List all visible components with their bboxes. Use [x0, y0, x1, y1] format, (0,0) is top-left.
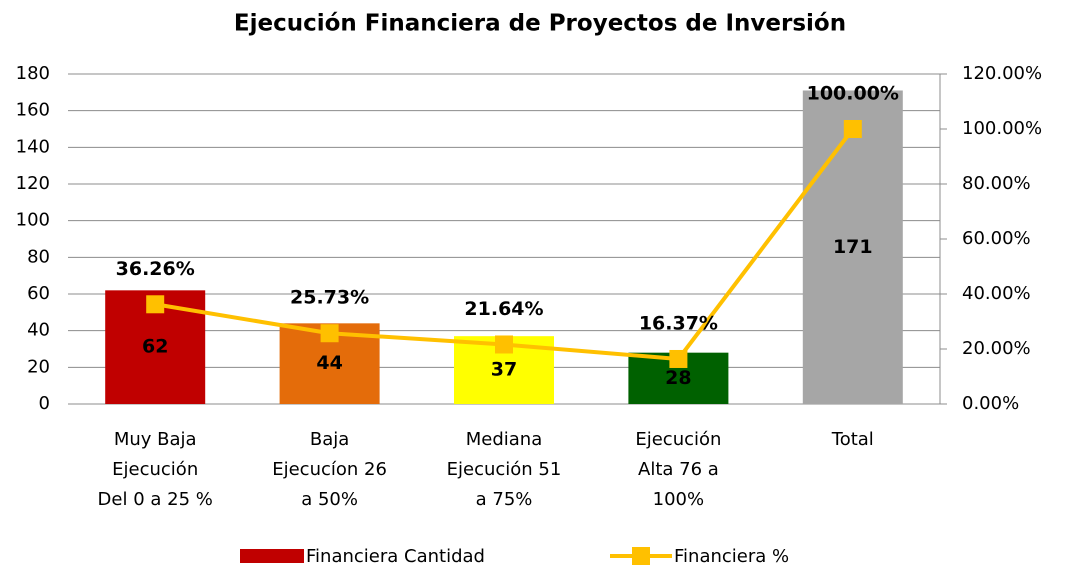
bar: [802, 90, 903, 404]
legend-swatch: [240, 549, 304, 563]
x-tick-line: Ejecución: [635, 429, 721, 450]
line-marker: [843, 120, 862, 138]
y-tick-label: 160: [16, 100, 50, 121]
x-tick-line: 100%: [653, 489, 704, 510]
y2-tick-label: 20.00%: [962, 338, 1031, 359]
x-tick-label: Ejecución Alta 76 a 100%: [635, 429, 721, 510]
line-label: 25.73%: [290, 287, 369, 309]
y-tick-label: 140: [16, 136, 50, 157]
x-tick-label: Baja Ejecucíon 26 a 50%: [272, 429, 387, 510]
line-marker: [320, 324, 339, 343]
y-tick-label: 100: [16, 210, 50, 231]
legend-label: Financiera Cantidad: [306, 546, 485, 567]
y-tick-label: 0: [39, 393, 50, 414]
x-tick-line: Ejecución 51: [447, 459, 562, 480]
x-tick-line: a 50%: [301, 489, 358, 510]
y2-tick-label: 120.00%: [962, 63, 1042, 84]
bar-label: 171: [833, 236, 873, 258]
chart-title: Ejecución Financiera de Proyectos de Inv…: [234, 11, 846, 37]
line-label: 16.37%: [639, 312, 718, 334]
x-tick-line: Ejecución: [112, 459, 198, 480]
x-tick-line: Muy Baja: [114, 429, 197, 450]
y-tick-label: 20: [27, 356, 50, 377]
line-marker: [495, 335, 513, 354]
y-tick-label: 120: [16, 173, 50, 194]
bar-label: 44: [316, 352, 342, 374]
line-marker: [669, 349, 688, 368]
bar-label: 37: [491, 359, 517, 381]
x-tick-line: Ejecucíon 26: [272, 459, 387, 480]
x-tick-line: Alta 76 a: [638, 459, 719, 480]
x-tick-label: Mediana Ejecución 51 a 75%: [447, 429, 562, 510]
line-label: 21.64%: [464, 298, 543, 320]
bar-label: 62: [142, 336, 168, 358]
y-tick-label: 180: [16, 63, 50, 84]
line-marker: [146, 295, 165, 314]
y2-tick-label: 40.00%: [962, 283, 1031, 304]
y-tick-label: 60: [27, 283, 50, 304]
y2-tick-label: 0.00%: [962, 393, 1019, 414]
y-tick-label: 40: [27, 320, 50, 341]
x-tick-label: Muy Baja Ejecución Del 0 a 25 %: [98, 429, 213, 510]
x-tick-line: Mediana: [466, 429, 543, 450]
x-tick-line: Del 0 a 25 %: [98, 489, 213, 510]
y2-tick-label: 100.00%: [962, 118, 1042, 139]
y2-tick-label: 60.00%: [962, 228, 1031, 249]
y-tick-label: 80: [27, 246, 50, 267]
line-label: 100.00%: [807, 83, 899, 105]
bar-label: 28: [665, 367, 691, 389]
x-tick-label: Total: [831, 429, 874, 450]
legend-label: Financiera %: [674, 546, 789, 567]
x-tick-line: Total: [831, 429, 874, 450]
x-tick-line: Baja: [310, 429, 349, 450]
x-tick-line: a 75%: [476, 489, 533, 510]
y2-tick-label: 80.00%: [962, 173, 1031, 194]
line: [154, 127, 855, 362]
line-label: 36.26%: [116, 258, 195, 280]
legend-swatch: [632, 547, 650, 565]
